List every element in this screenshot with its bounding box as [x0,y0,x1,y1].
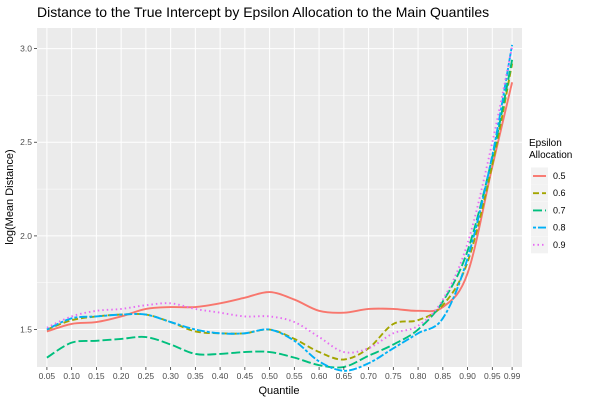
x-tick-label: 0.15 [88,371,105,381]
x-tick-label: 0.75 [385,371,402,381]
x-tick-label: 0.05 [39,371,56,381]
x-tick-label: 0.70 [360,371,377,381]
y-tick-label: 2.5 [20,137,32,147]
series-line-0-9 [46,46,514,354]
x-tick-label: 0.20 [113,371,130,381]
x-tick-label: 0.35 [187,371,204,381]
x-tick-label: 0.30 [162,371,179,381]
x-tick-label: 0.95 [484,371,501,381]
legend-key-background [531,236,548,254]
chart-title: Distance to the True Intercept by Epsilo… [37,4,489,20]
x-tick-label: 0.65 [336,371,353,381]
y-tick-label: 1.5 [20,325,32,335]
series-line-0-8 [46,44,514,372]
x-tick-label: 0.40 [212,371,229,381]
x-tick-label: 0.55 [286,371,303,381]
x-tick-label: 0.85 [435,371,452,381]
plot-panel [37,28,522,367]
legend-label: 0.5 [553,171,566,181]
x-tick-label: 0.45 [237,371,254,381]
x-axis-label: Quantile [259,385,300,397]
x-tick-label: 0.80 [410,371,427,381]
legend-title: Epsilon Allocation [529,138,572,161]
x-tick-label: 0.60 [311,371,328,381]
legend-label: 0.9 [553,240,566,250]
legend-label: 0.7 [553,205,566,215]
x-tick-label: 0.90 [459,371,476,381]
y-tick-label: 2.0 [20,231,32,241]
x-tick-label: 0.50 [261,371,278,381]
legend-label: 0.6 [553,188,566,198]
y-tick-label: 3.0 [20,44,32,54]
legend-key-background [531,184,548,202]
legend: Epsilon Allocation 0.5 0.6 0.7 0.8 0.9 [529,138,572,254]
axes: 1.5 2.0 2.5 3.0 0.05 0.10 0.15 0.20 0.25 0.30 0.35… [20,44,520,381]
y-axis-label: log(Mean Distance) [4,149,16,244]
x-tick-label: 0.25 [138,371,155,381]
grid-lines [37,28,522,367]
x-tick-label: 0.99 [504,371,521,381]
series-lines [46,44,514,372]
x-tick-label: 0.10 [63,371,80,381]
legend-label: 0.8 [553,223,566,233]
